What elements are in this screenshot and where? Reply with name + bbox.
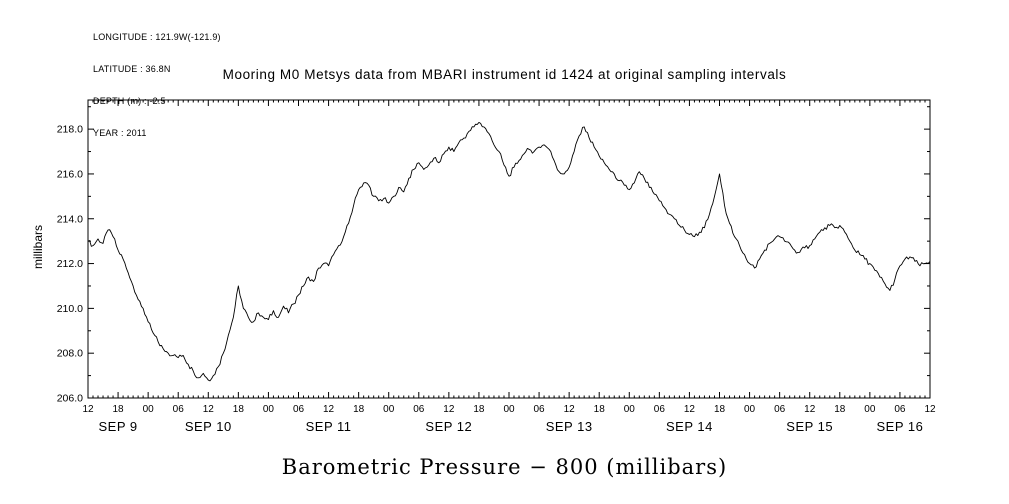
x-tick-label: 18 bbox=[233, 404, 245, 415]
x-tick-label: 00 bbox=[744, 404, 756, 415]
metadata-longitude: LONGITUDE : 121.9W(-121.9) bbox=[93, 32, 221, 43]
x-tick-label: 18 bbox=[353, 404, 365, 415]
x-tick-label: 12 bbox=[684, 404, 696, 415]
x-tick-label: 18 bbox=[113, 404, 125, 415]
x-tick-label: 12 bbox=[924, 404, 936, 415]
day-label: SEP 9 bbox=[99, 419, 138, 434]
x-tick-label: 06 bbox=[894, 404, 906, 415]
x-tick-label: 00 bbox=[143, 404, 155, 415]
day-label: SEP 11 bbox=[306, 419, 352, 434]
x-tick-label: 18 bbox=[834, 404, 846, 415]
x-tick-label: 06 bbox=[534, 404, 546, 415]
x-tick-label: 00 bbox=[864, 404, 876, 415]
x-tick-label: 06 bbox=[654, 404, 666, 415]
metadata-depth: DEPTH (m) : -2.5 bbox=[93, 95, 166, 106]
x-tick-label: 18 bbox=[473, 404, 485, 415]
x-tick-label: 12 bbox=[203, 404, 215, 415]
x-tick-label: 06 bbox=[173, 404, 185, 415]
plot-frame bbox=[87, 99, 931, 399]
x-tick-label: 12 bbox=[82, 404, 94, 415]
day-label: SEP 15 bbox=[786, 419, 833, 434]
y-tick-label: 218.0 bbox=[57, 124, 83, 136]
x-tick-label: 12 bbox=[443, 404, 455, 415]
y-tick-label: 210.0 bbox=[57, 303, 83, 315]
day-label: SEP 10 bbox=[185, 419, 232, 434]
station-metadata: LONGITUDE : 121.9W(-121.9) LATITUDE : 36… bbox=[93, 11, 221, 149]
y-tick-label: 206.0 bbox=[57, 393, 83, 405]
x-tick-label: 12 bbox=[323, 404, 335, 415]
metadata-latitude: LATITUDE : 36.8N bbox=[93, 64, 171, 75]
day-label: SEP 14 bbox=[666, 419, 713, 434]
x-tick-label: 18 bbox=[714, 404, 726, 415]
metadata-year: YEAR : 2011 bbox=[93, 127, 147, 138]
x-tick-label: 06 bbox=[774, 404, 786, 415]
x-tick-label: 18 bbox=[594, 404, 606, 415]
y-tick-label: 214.0 bbox=[57, 213, 83, 225]
x-tick-label: 00 bbox=[503, 404, 515, 415]
x-tick-label: 06 bbox=[293, 404, 305, 415]
day-label: SEP 16 bbox=[876, 419, 923, 434]
x-axis-title: Barometric Pressure − 800 (millibars) bbox=[281, 455, 728, 479]
y-tick-label: 216.0 bbox=[57, 168, 83, 180]
x-tick-label: 12 bbox=[564, 404, 576, 415]
x-tick-label: 00 bbox=[624, 404, 636, 415]
x-tick-label: 12 bbox=[804, 404, 816, 415]
chart-title: Mooring M0 Metsys data from MBARI instru… bbox=[222, 67, 787, 82]
y-tick-label: 208.0 bbox=[57, 348, 83, 360]
pressure-line bbox=[87, 121, 931, 382]
x-tick-label: 06 bbox=[413, 404, 425, 415]
day-label: SEP 12 bbox=[425, 419, 472, 434]
y-tick-label: 212.0 bbox=[57, 258, 83, 270]
x-tick-label: 00 bbox=[263, 404, 275, 415]
x-tick-label: 00 bbox=[383, 404, 395, 415]
day-label: SEP 13 bbox=[546, 419, 593, 434]
